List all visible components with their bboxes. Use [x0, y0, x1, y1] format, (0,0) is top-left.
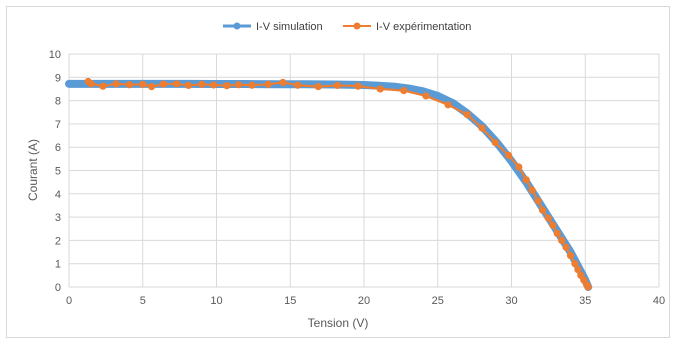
y-tick-label: 7 [55, 119, 61, 131]
experimentation-point [553, 229, 561, 238]
experimentation-point [534, 197, 542, 205]
experimentation-point [314, 83, 322, 91]
experimentation-point [571, 260, 579, 268]
simulation-line [65, 79, 593, 291]
experimentation-point [558, 236, 566, 244]
experimentation-point [478, 124, 486, 132]
chart-area: 0 1 2 3 4 5 6 7 8 9 10 0 5 10 15 20 25 30 35 40 Tension (V)… [6, 6, 670, 338]
experimentation-point [515, 163, 523, 171]
experimentation-point [112, 80, 120, 88]
experimentation-point [198, 80, 206, 88]
experimentation-point [422, 92, 430, 100]
simulation-point [390, 83, 397, 91]
experimentation-point [504, 151, 513, 159]
experimentation-point [235, 81, 243, 89]
series-layer [65, 77, 593, 291]
experimentation-point [248, 81, 256, 89]
experimentation-point [549, 221, 557, 229]
experimentation-point [574, 265, 582, 274]
experimentation-point [528, 186, 536, 194]
simulation-point [65, 80, 73, 88]
x-tick-label: 40 [653, 295, 665, 307]
x-tick-label: 20 [358, 295, 370, 307]
y-axis-label: Courant (A) [26, 139, 40, 201]
legend-label-simulation: I-V simulation [256, 21, 323, 33]
experimentation-point [223, 82, 231, 90]
x-tick-label: 0 [66, 295, 72, 307]
x-tick-label: 25 [432, 295, 444, 307]
x-axis-label: Tension (V) [308, 316, 369, 330]
experimentation-point [562, 243, 570, 251]
series-experimentation [84, 77, 592, 291]
x-tick-label: 5 [140, 295, 146, 307]
experimentation-point [99, 82, 107, 90]
x-tick-label: 35 [579, 295, 591, 307]
gridlines [68, 53, 660, 288]
experimentation-point [522, 176, 530, 184]
tick-labels: 0 1 2 3 4 5 6 7 8 9 10 0 5 10 15 20 25 30 35 40 [49, 49, 665, 307]
series-simulation [65, 79, 593, 291]
experimentation-point [294, 81, 302, 89]
y-tick-label: 0 [55, 282, 61, 294]
experimentation-point [544, 214, 552, 222]
y-tick-label: 5 [55, 166, 61, 178]
x-tick-label: 15 [284, 295, 296, 307]
y-tick-label: 9 [55, 72, 61, 84]
experimentation-point [264, 80, 272, 88]
experimentation-point [444, 101, 452, 109]
experimentation-point [159, 80, 167, 88]
experimentation-point [125, 81, 134, 89]
experimentation-point [491, 138, 499, 147]
x-tick-label: 10 [210, 295, 222, 307]
x-tick-label: 30 [505, 295, 517, 307]
legend-label-experimentation: I-V expérimentation [376, 21, 471, 33]
legend-item-simulation: I-V simulation [223, 21, 323, 33]
y-tick-label: 3 [55, 212, 61, 224]
experimentation-point [354, 82, 362, 90]
experimentation-point [538, 206, 547, 214]
experimentation-point [333, 81, 342, 90]
legend-item-experimentation: I-V expérimentation [343, 21, 471, 33]
legend: I-V simulation I-V expérimentation [223, 21, 471, 33]
experimentation-point [173, 80, 181, 88]
experimentation-line [87, 80, 590, 289]
experimentation-point [87, 80, 95, 88]
y-tick-label: 8 [55, 96, 61, 108]
y-tick-label: 1 [55, 259, 61, 271]
experimentation-point [400, 86, 408, 95]
experimentation-point [376, 85, 384, 93]
experimentation-point [566, 251, 575, 260]
legend-marker-experimentation [353, 22, 361, 30]
experimentation-point [184, 81, 193, 90]
experimentation-point [463, 110, 471, 119]
y-tick-label: 2 [55, 235, 61, 247]
experimentation-point [209, 81, 218, 89]
iv-chart: 0 1 2 3 4 5 6 7 8 9 10 0 5 10 15 20 25 30 35 40 Tension (V)… [26, 21, 665, 330]
y-tick-label: 4 [55, 189, 61, 201]
experimentation-point [279, 78, 287, 87]
experimentation-point [148, 83, 156, 91]
y-tick-label: 6 [55, 142, 61, 154]
experimentation-point [584, 283, 592, 291]
experimentation-point [139, 80, 147, 88]
legend-marker-simulation [233, 22, 241, 30]
simulation-point [434, 92, 442, 100]
y-tick-label: 10 [49, 49, 61, 61]
